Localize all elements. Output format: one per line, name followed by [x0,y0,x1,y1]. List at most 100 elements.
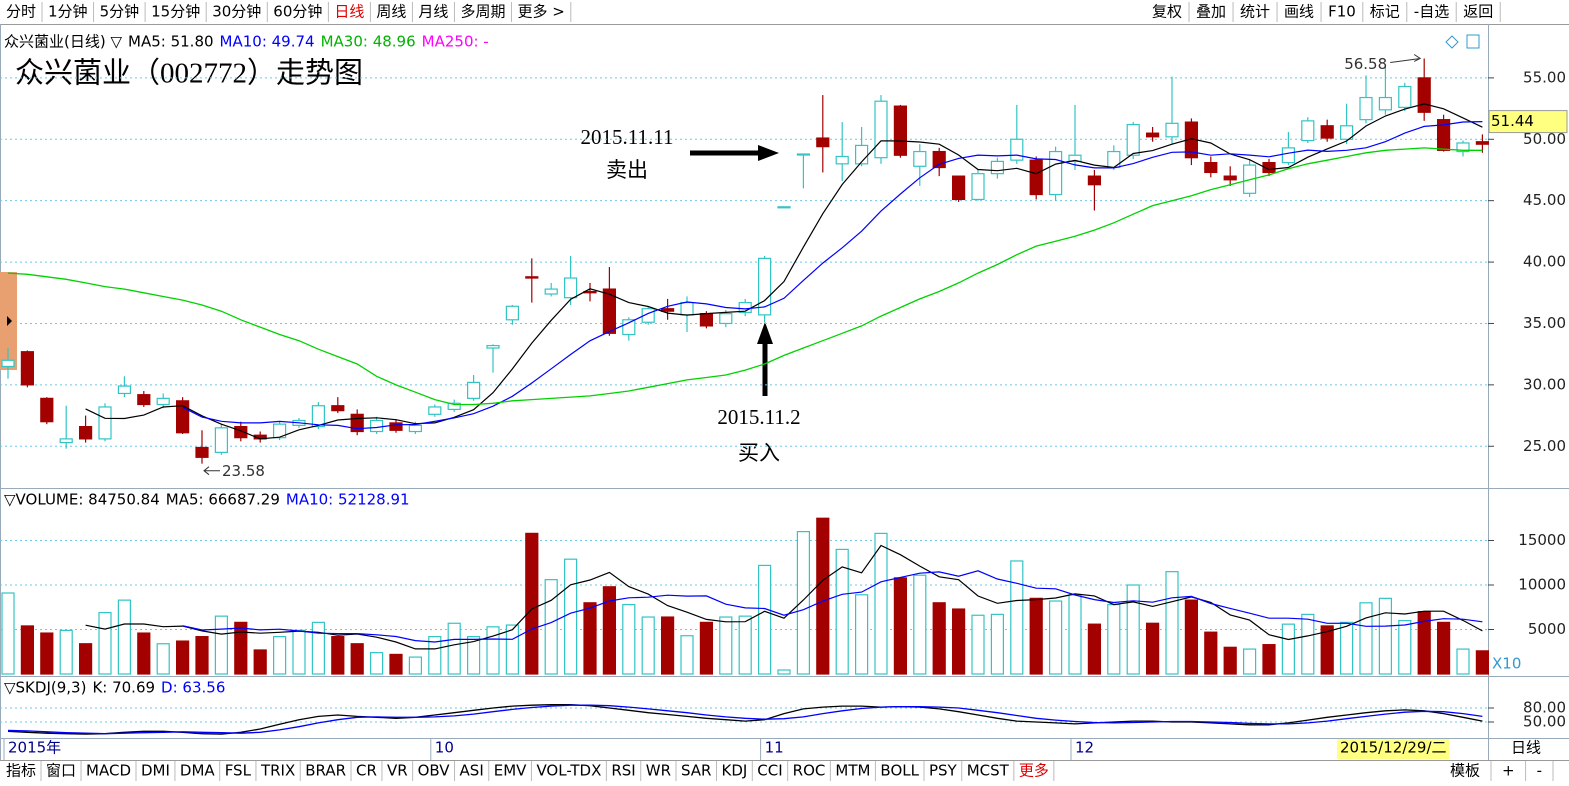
candle-body [777,206,791,209]
volume-bar [525,532,539,675]
toolbar-button[interactable]: WR [646,762,671,780]
candle-body [1262,162,1276,174]
candle-body [1281,147,1296,164]
toolbar-button[interactable]: 复权 [1152,3,1182,21]
toolbar-button[interactable]: 1分钟 [48,3,88,21]
candle-body [389,422,403,431]
low-label: 23.58 [222,462,265,480]
diamond-icon[interactable] [1445,35,1459,49]
toolbar-button[interactable]: - [1537,762,1542,780]
toolbar-button[interactable]: 画线 [1284,3,1314,21]
volume-bar [1378,597,1393,675]
candle-body [1029,159,1043,196]
toolbar-button[interactable]: MACD [86,762,131,780]
toolbar-button[interactable]: VR [387,762,408,780]
volume-bar [1048,600,1063,675]
toolbar-button[interactable]: 多周期 [460,3,505,21]
candle-body [408,424,422,433]
volume-bar [854,594,869,675]
indicator-line [7,704,1483,735]
candle-body [971,173,985,201]
volume-bar [389,653,403,675]
toolbar-button[interactable]: 周线 [376,3,406,21]
candle-body [98,406,112,440]
toolbar-button[interactable]: MTM [835,762,870,780]
volume-ma-line [85,544,1483,650]
volume-bar [1223,646,1237,675]
volume-bar [796,530,811,675]
volume-bar [777,669,791,675]
volume-bar [331,636,345,675]
volume-bar [467,636,481,675]
toolbar-button[interactable]: RSI [611,762,635,780]
candle-body [117,385,132,395]
toolbar-button[interactable]: 5分钟 [100,3,140,21]
toolbar-button[interactable]: ROC [793,762,826,780]
toolbar-button[interactable]: 更多 [1019,762,1049,780]
toolbar-button[interactable]: MCST [967,762,1010,780]
toolbar-button[interactable]: VOL-TDX [536,762,601,780]
y-tick-label: 5000 [1528,620,1566,638]
toolbar-button[interactable]: TRIX [260,762,295,780]
volume-bar [583,602,597,675]
volume-bar [738,615,752,675]
window-icon[interactable] [1466,34,1480,49]
toolbar-button[interactable]: F10 [1328,3,1356,21]
toolbar-button[interactable]: OBV [418,762,451,780]
toolbar-button[interactable]: EMV [494,762,527,780]
toolbar-button[interactable]: SAR [681,762,711,780]
volume-bar [660,616,675,675]
volume-bar [156,643,170,675]
toolbar-button[interactable]: 统计 [1240,3,1270,21]
candle-body [505,305,519,321]
toolbar-button[interactable]: 15分钟 [151,3,200,21]
volume-bar [990,613,1005,675]
volume-bar [1,592,15,675]
candle-body [680,301,694,316]
toolbar-button[interactable]: BOLL [880,762,919,780]
volume-bar [1087,623,1102,675]
toolbar-button[interactable]: 模板 [1450,762,1480,780]
y-tick-label: 55.00 [1523,68,1566,86]
toolbar-button[interactable]: 窗口 [46,762,76,780]
toolbar-button[interactable]: BRAR [305,762,346,780]
toolbar-button[interactable]: 月线 [418,3,448,21]
candle-body [932,150,946,169]
legend-entry: MA5: 51.80 [128,33,214,51]
volume-bar [20,625,34,675]
annotation: 2015.11.2 [717,405,800,429]
toolbar-button[interactable]: KDJ [721,762,747,780]
volume-bar [1436,621,1451,675]
candle-body [1359,96,1373,121]
toolbar-button[interactable]: 指标 [6,762,36,780]
toolbar-button[interactable]: -自选 [1414,3,1449,21]
candle-body [59,438,73,444]
toolbar-button[interactable]: 30分钟 [212,3,261,21]
toolbar-button[interactable]: 日线 [334,3,364,21]
toolbar-button[interactable]: 更多 > [517,3,564,21]
toolbar-button[interactable]: 叠加 [1196,3,1226,21]
volume-bar [1456,648,1470,675]
candle-body [1475,141,1490,145]
toolbar-button[interactable]: 60分钟 [273,3,322,21]
candle-body [1223,175,1237,181]
legend-entry: ▽SKDJ(9,3) [4,679,86,697]
toolbar-button[interactable]: DMA [180,762,215,780]
volume-bar [137,632,151,675]
toolbar-button[interactable]: ASI [460,762,484,780]
toolbar-button[interactable]: 标记 [1370,3,1400,21]
volume-bar [273,636,287,675]
toolbar-button[interactable]: + [1502,762,1515,780]
toolbar-button[interactable]: CR [356,762,377,780]
volume-bar [932,602,946,675]
y-tick-label: 35.00 [1523,314,1566,332]
toolbar-button[interactable]: DMI [141,762,170,780]
candle-body [835,155,849,165]
toolbar-button[interactable]: FSL [225,762,252,780]
buy-arrow-head [757,322,773,344]
toolbar-button[interactable]: PSY [929,762,958,780]
toolbar-button[interactable]: 返回 [1463,3,1493,21]
toolbar-button[interactable]: CCI [757,762,782,780]
toolbar-button[interactable]: 分时 [6,3,36,21]
